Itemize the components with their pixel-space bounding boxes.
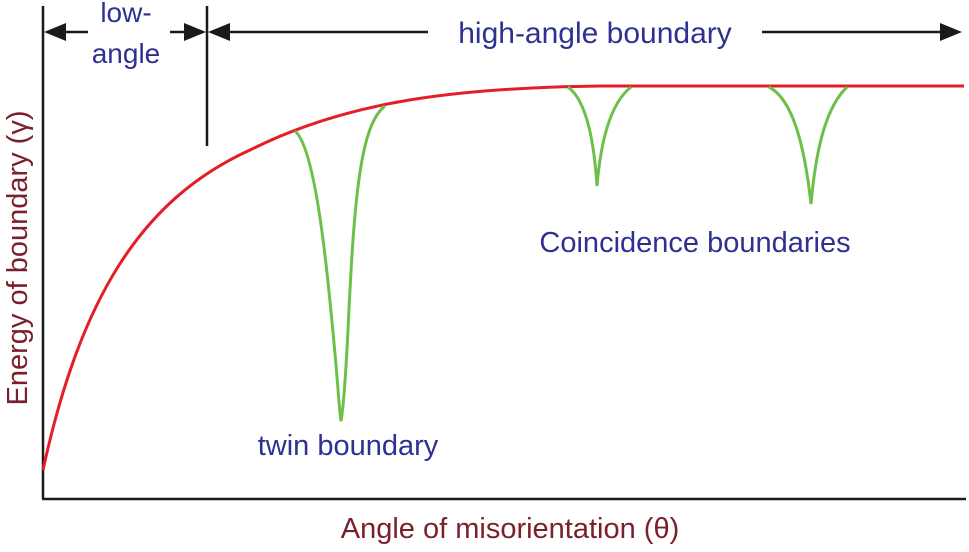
coincidence-cusp-2 — [768, 85, 849, 205]
high-angle-label: high-angle boundary — [458, 17, 732, 50]
low-angle-label-line1: low- — [100, 0, 151, 28]
coincidence-cusp-1 — [567, 85, 632, 187]
coincidence-boundaries-label: Coincidence boundaries — [539, 227, 850, 259]
low-angle-label-line2: angle — [92, 38, 161, 69]
energy-curve — [41, 84, 964, 471]
low-angle-arrow — [44, 23, 206, 41]
x-axis-label: Angle of misorientation (θ) — [341, 513, 680, 545]
twin-boundary-cusp — [293, 104, 386, 422]
high-angle-arrow — [208, 23, 962, 41]
twin-boundary-label: twin boundary — [258, 430, 439, 462]
y-axis-label: Energy of boundary (γ) — [2, 111, 34, 406]
